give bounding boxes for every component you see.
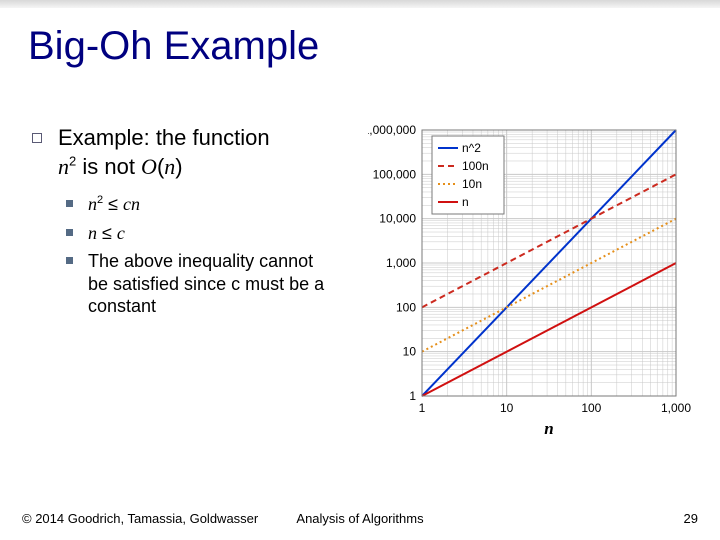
fn-base: n <box>58 154 69 179</box>
b3-text: The above inequality cannot be satisfied… <box>88 251 324 316</box>
loglog-chart: 1 10 100 1,000 1 10 100 1,000 10,000 100,000 1,000… <box>368 110 698 450</box>
b1-rhs: cn <box>123 194 140 214</box>
svg-text:n: n <box>544 419 553 438</box>
main-bullet: Example: the function n2 is not O(n) <box>58 124 270 181</box>
svg-text:1,000: 1,000 <box>661 401 691 415</box>
of-close: ) <box>175 154 182 179</box>
sub-bullet-3: The above inequality cannot be satisfied… <box>88 250 328 318</box>
svg-text:n: n <box>462 195 469 209</box>
b1-lhs-base: n <box>88 194 97 214</box>
svg-text:n^2: n^2 <box>462 141 481 155</box>
svg-text:100,000: 100,000 <box>373 167 417 181</box>
b2-lhs: n <box>88 223 97 243</box>
header-stripe <box>0 0 720 8</box>
of-var: n <box>164 154 175 179</box>
sub-bullet-list: n2 ≤ cn n ≤ c The above inequality canno… <box>88 193 328 324</box>
footer-center: Analysis of Algorithms <box>22 511 698 526</box>
bullet-square-icon <box>32 133 42 143</box>
svg-text:10: 10 <box>403 345 417 359</box>
svg-text:10n: 10n <box>462 177 482 191</box>
bigO: O <box>141 154 157 179</box>
b2-rhs: c <box>117 223 125 243</box>
svg-text:1: 1 <box>419 401 426 415</box>
svg-text:1,000,000: 1,000,000 <box>368 123 416 137</box>
svg-text:100: 100 <box>396 300 416 314</box>
b2-op: ≤ <box>97 223 117 243</box>
bullet-filled-icon <box>66 229 73 236</box>
svg-text:1,000: 1,000 <box>386 256 416 270</box>
footer: © 2014 Goodrich, Tamassia, Goldwasser An… <box>22 511 698 526</box>
svg-text:100: 100 <box>581 401 601 415</box>
svg-text:10: 10 <box>500 401 514 415</box>
svg-text:10,000: 10,000 <box>379 212 416 226</box>
main-bullet-mid: is not <box>76 154 141 179</box>
bullet-filled-icon <box>66 200 73 207</box>
svg-text:1: 1 <box>409 389 416 403</box>
b1-op: ≤ <box>103 194 123 214</box>
main-bullet-prefix: Example: the function <box>58 125 270 150</box>
svg-text:100n: 100n <box>462 159 489 173</box>
bullet-filled-icon <box>66 257 73 264</box>
slide-title: Big-Oh Example <box>28 24 319 69</box>
sub-bullet-2: n ≤ c <box>88 222 328 245</box>
sub-bullet-1: n2 ≤ cn <box>88 193 328 216</box>
